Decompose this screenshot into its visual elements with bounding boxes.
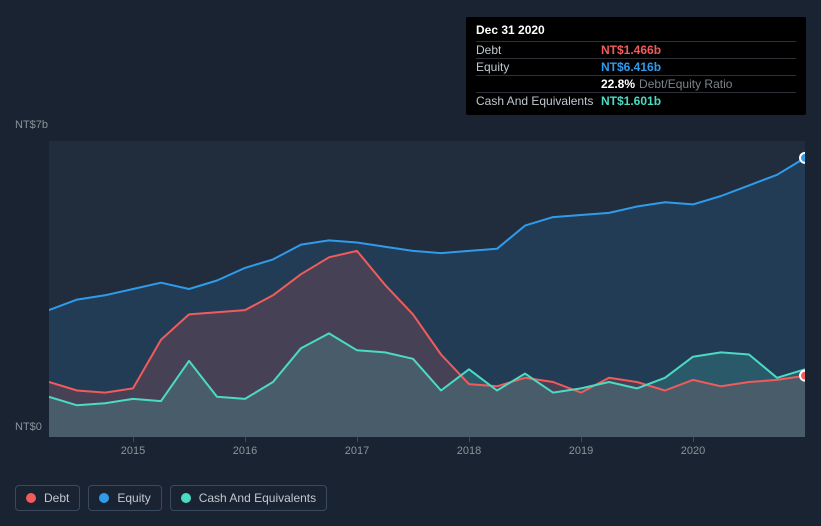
tooltip-row-label: Cash And Equivalents [476,94,601,108]
legend-label: Equity [117,491,150,505]
tooltip-row-value: NT$1.466b [601,43,661,57]
legend-label: Debt [44,491,69,505]
chart-legend: Debt Equity Cash And Equivalents [15,485,327,511]
series-end-marker [800,371,805,381]
tooltip-date: Dec 31 2020 [476,23,796,41]
y-axis: NT$7b NT$0 [15,120,49,440]
y-axis-max-label: NT$7b [15,119,48,131]
legend-dot-icon [99,493,109,503]
x-tick-mark [357,437,358,442]
x-tick-label: 2015 [121,445,145,457]
chart-tooltip: Dec 31 2020 DebtNT$1.466bEquityNT$6.416b… [466,17,806,115]
series-end-marker [800,153,805,163]
tooltip-ratio-label: Debt/Equity Ratio [639,77,732,91]
tooltip-row-label: Debt [476,43,601,57]
x-tick-label: 2020 [681,445,705,457]
x-axis: 2015 2016 2017 2018 2019 2020 [49,437,805,462]
tooltip-row: DebtNT$1.466b [476,41,796,58]
tooltip-row-label: Equity [476,60,601,74]
tooltip-row: Cash And EquivalentsNT$1.601b [476,92,796,109]
tooltip-row-label [476,77,601,91]
legend-dot-icon [181,493,191,503]
x-tick-mark [693,437,694,442]
legend-dot-icon [26,493,36,503]
tooltip-ratio-value: 22.8% [601,77,635,91]
x-tick-mark [469,437,470,442]
legend-item-equity[interactable]: Equity [88,485,161,511]
legend-label: Cash And Equivalents [199,491,316,505]
y-axis-min-label: NT$0 [15,421,42,433]
legend-item-cash-and-equivalents[interactable]: Cash And Equivalents [170,485,327,511]
x-tick-label: 2016 [233,445,257,457]
legend-item-debt[interactable]: Debt [15,485,80,511]
x-tick-mark [581,437,582,442]
x-tick-label: 2017 [345,445,369,457]
debt-equity-chart: NT$7b NT$0 2015 2016 2017 2018 2019 2020 [15,120,810,480]
chart-plot-area[interactable] [49,141,805,437]
tooltip-row: 22.8% Debt/Equity Ratio [476,75,796,92]
x-tick-mark [245,437,246,442]
x-tick-label: 2019 [569,445,593,457]
tooltip-row: EquityNT$6.416b [476,58,796,75]
x-tick-mark [133,437,134,442]
tooltip-row-value: NT$1.601b [601,94,661,108]
x-tick-label: 2018 [457,445,481,457]
tooltip-row-value: NT$6.416b [601,60,661,74]
